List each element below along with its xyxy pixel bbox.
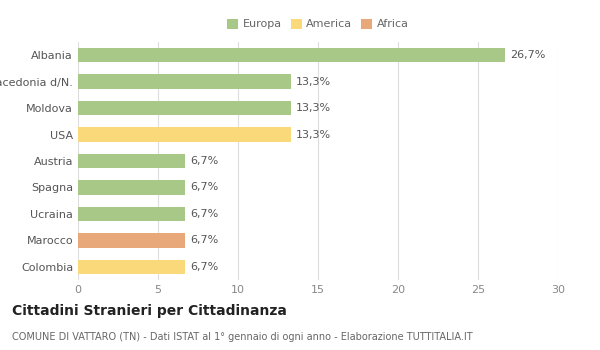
- Text: 6,7%: 6,7%: [190, 262, 218, 272]
- Bar: [78, 48, 505, 63]
- Legend: Europa, America, Africa: Europa, America, Africa: [225, 16, 411, 32]
- Text: 6,7%: 6,7%: [190, 235, 218, 245]
- Text: Cittadini Stranieri per Cittadinanza: Cittadini Stranieri per Cittadinanza: [12, 304, 287, 318]
- Text: 13,3%: 13,3%: [296, 103, 331, 113]
- Bar: [78, 233, 185, 247]
- Bar: [78, 259, 185, 274]
- Bar: [78, 154, 185, 168]
- Bar: [78, 75, 291, 89]
- Bar: [78, 180, 185, 195]
- Text: COMUNE DI VATTARO (TN) - Dati ISTAT al 1° gennaio di ogni anno - Elaborazione TU: COMUNE DI VATTARO (TN) - Dati ISTAT al 1…: [12, 332, 473, 343]
- Text: 6,7%: 6,7%: [190, 209, 218, 219]
- Text: 13,3%: 13,3%: [296, 130, 331, 140]
- Text: 6,7%: 6,7%: [190, 156, 218, 166]
- Text: 13,3%: 13,3%: [296, 77, 331, 87]
- Text: 6,7%: 6,7%: [190, 182, 218, 192]
- Bar: [78, 206, 185, 221]
- Bar: [78, 127, 291, 142]
- Bar: [78, 101, 291, 116]
- Text: 26,7%: 26,7%: [510, 50, 545, 60]
